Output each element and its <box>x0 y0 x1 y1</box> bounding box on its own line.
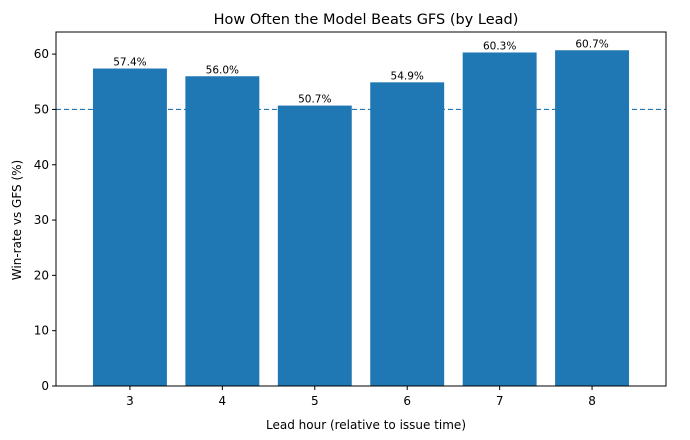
x-tick-label: 8 <box>588 394 596 408</box>
y-tick-label: 20 <box>34 268 49 282</box>
x-tick-label: 7 <box>496 394 504 408</box>
bar-3 <box>92 68 167 386</box>
bar-value-label: 56.0% <box>206 64 239 76</box>
x-axis-label: Lead hour (relative to issue time) <box>266 418 466 432</box>
bar-7 <box>462 52 537 386</box>
bar-value-label: 50.7% <box>298 94 331 106</box>
chart-title: How Often the Model Beats GFS (by Lead) <box>214 12 519 28</box>
y-axis-label: Win-rate vs GFS (%) <box>10 160 24 280</box>
y-tick-label: 10 <box>34 324 49 338</box>
bar-value-label: 57.4% <box>113 57 146 69</box>
axes-frame <box>55 31 667 387</box>
x-tick-label: 4 <box>219 394 227 408</box>
y-tick-label: 50 <box>34 102 49 116</box>
bar-value-label: 54.9% <box>391 70 424 82</box>
x-tick-label: 3 <box>126 394 134 408</box>
plot-area: 57.4% 56.0% 50.7% 54.9% 60.3% 60.7% 0 10 20 30 40 5… <box>34 31 667 408</box>
bar-5 <box>277 105 352 386</box>
bar-4 <box>185 76 260 386</box>
y-tick-label: 0 <box>41 379 49 393</box>
x-tick-label: 5 <box>311 394 319 408</box>
y-tick-label: 30 <box>34 213 49 227</box>
bar-8 <box>555 50 630 386</box>
bar-value-label: 60.3% <box>483 40 516 52</box>
y-tick-label: 60 <box>34 47 49 61</box>
bar-value-label: 60.7% <box>575 38 608 50</box>
y-tick-label: 40 <box>34 158 49 172</box>
bar-6 <box>370 82 445 386</box>
x-tick-label: 6 <box>403 394 411 408</box>
